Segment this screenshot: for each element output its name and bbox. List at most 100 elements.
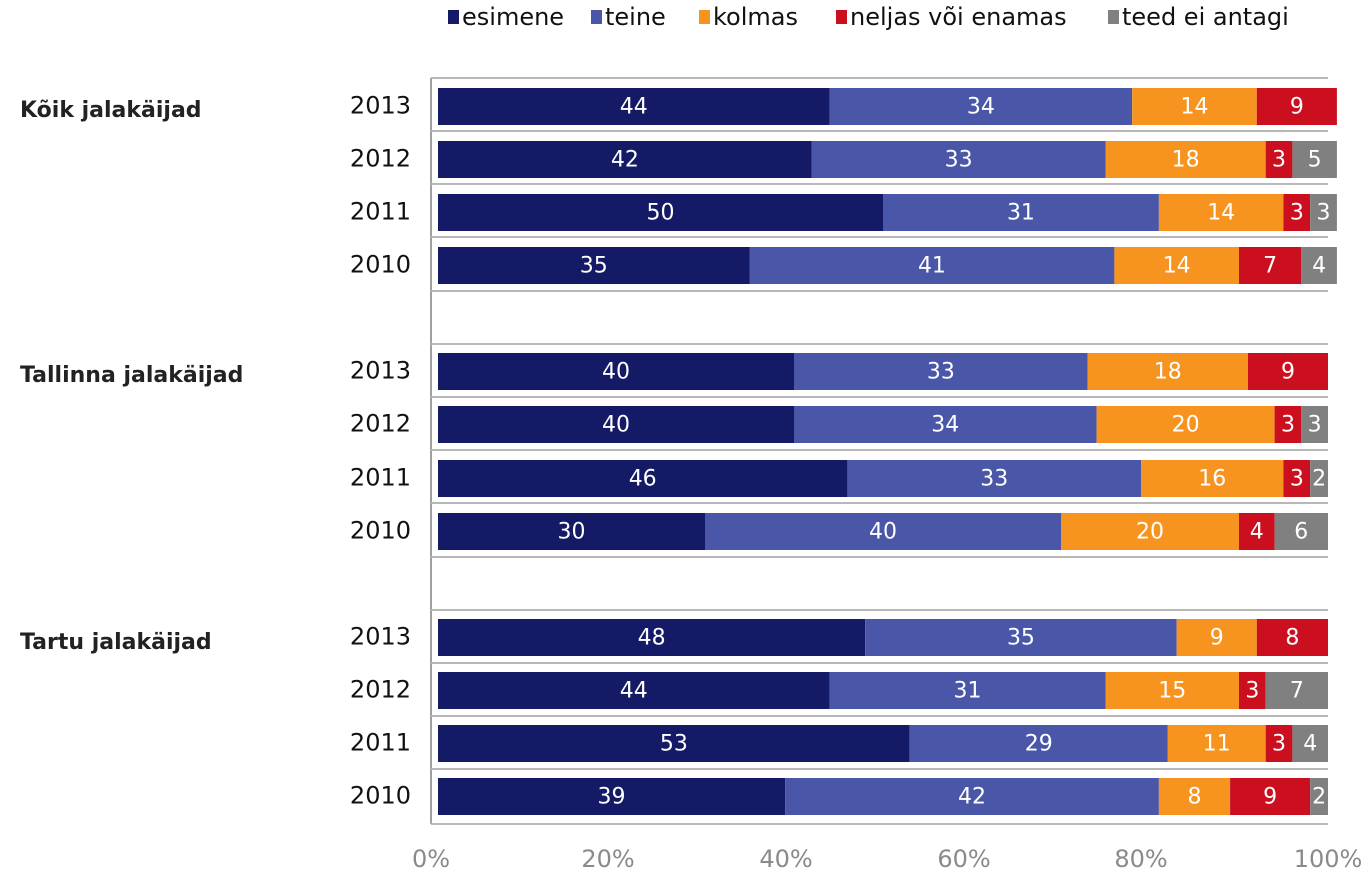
bar-segment <box>1061 513 1239 550</box>
bar-value-label: 4 <box>1312 254 1326 279</box>
legend-swatch <box>591 10 602 24</box>
bar-segment <box>705 513 1061 550</box>
legend-swatch <box>836 10 847 24</box>
bar-segment <box>438 406 794 443</box>
legend-label: neljas või enamas <box>850 3 1067 31</box>
bar-value-label: 3 <box>1281 413 1295 438</box>
bar-segment <box>1310 778 1328 815</box>
bar-value-label: 40 <box>602 413 630 438</box>
bar-value-label: 11 <box>1203 732 1231 757</box>
group-label: Tartu jalakäijad <box>20 630 212 655</box>
bar-value-label: 42 <box>611 148 639 173</box>
bar-value-label: 33 <box>945 148 973 173</box>
bar-segment <box>438 513 705 550</box>
group-label: Tallinna jalakäijad <box>20 363 243 388</box>
bar-value-label: 14 <box>1181 95 1209 120</box>
bar-segment <box>1167 725 1266 762</box>
x-tick-label: 40% <box>759 845 812 873</box>
bar-value-label: 2 <box>1312 467 1326 492</box>
bar-value-label: 4 <box>1250 520 1264 545</box>
bar-row: 2010 39 42 8 9 2 <box>350 778 1328 815</box>
bar-value-label: 40 <box>869 520 897 545</box>
bar-segment <box>1096 406 1275 443</box>
bar-value-label: 46 <box>629 467 657 492</box>
bar-segment <box>438 353 794 390</box>
year-label: 2011 <box>350 464 411 492</box>
year-label: 2012 <box>350 410 411 438</box>
year-label: 2010 <box>350 517 411 545</box>
year-label: 2011 <box>350 198 411 226</box>
x-tick-label: 100% <box>1294 845 1363 873</box>
bar-segment <box>1274 513 1328 550</box>
bar-segment <box>883 194 1159 231</box>
bar-segment <box>438 247 750 284</box>
bar-value-label: 53 <box>660 732 688 757</box>
bar-value-label: 3 <box>1290 201 1304 226</box>
bar-segment <box>1230 778 1311 815</box>
bar-row: 2013 48 35 9 8 <box>350 619 1328 656</box>
legend-item: neljas või enamas <box>836 3 1067 31</box>
bar-row: 2010 35 41 14 7 4 <box>350 247 1337 284</box>
year-label: 2012 <box>350 145 411 173</box>
bar-segment <box>1301 247 1337 284</box>
year-label: 2013 <box>350 623 411 651</box>
group-label: Kõik jalakäijad <box>20 98 202 123</box>
legend-label: esimene <box>462 3 564 31</box>
legend-label: teed ei antagi <box>1122 3 1289 31</box>
year-label: 2013 <box>350 357 411 385</box>
bar-segment <box>794 353 1088 390</box>
legend: esimene teine kolmas neljas või enamas teed … <box>448 3 1289 31</box>
bar-row: 2012 42 33 18 3 5 <box>350 141 1337 178</box>
year-label: 2013 <box>350 92 411 120</box>
bar-value-label: 2 <box>1312 785 1326 810</box>
bar-segment <box>1265 725 1293 762</box>
bar-value-label: 14 <box>1207 201 1235 226</box>
bar-segment <box>1265 672 1328 709</box>
bar-segment <box>438 672 830 709</box>
bar-segment <box>1114 247 1239 284</box>
legend-label: teine <box>605 3 666 31</box>
x-tick-label: 0% <box>412 845 450 873</box>
bar-value-label: 7 <box>1263 254 1277 279</box>
bar-segment <box>438 194 883 231</box>
bar-value-label: 34 <box>931 413 959 438</box>
bar-row: 2012 40 34 20 3 3 <box>350 406 1328 443</box>
bar-segment <box>1256 88 1337 125</box>
bar-segment <box>438 88 830 125</box>
bar-segment <box>1087 353 1248 390</box>
bar-segment <box>794 406 1097 443</box>
bar-row: 2013 44 34 14 9 <box>350 88 1337 125</box>
bar-segment <box>1132 88 1257 125</box>
bar-value-label: 3 <box>1290 467 1304 492</box>
year-label: 2012 <box>350 676 411 704</box>
bar-value-label: 9 <box>1290 95 1304 120</box>
bar-value-label: 29 <box>1025 732 1053 757</box>
x-tick-label: 80% <box>1114 845 1167 873</box>
bar-row: 2011 46 33 16 3 2 <box>350 460 1328 497</box>
bar-value-label: 44 <box>620 95 648 120</box>
bar-segment <box>1176 619 1257 656</box>
bar-segment <box>438 460 848 497</box>
bar-segment <box>1283 460 1311 497</box>
legend-swatch <box>699 10 710 24</box>
bar-segment <box>749 247 1115 284</box>
bar-value-label: 48 <box>638 626 666 651</box>
bar-value-label: 7 <box>1290 679 1304 704</box>
bar-value-label: 35 <box>1007 626 1035 651</box>
bar-value-label: 31 <box>954 679 982 704</box>
legend-label: kolmas <box>713 3 798 31</box>
bar-value-label: 30 <box>558 520 586 545</box>
bar-value-label: 33 <box>927 360 955 385</box>
bar-segment <box>829 88 1133 125</box>
bar-segment <box>438 778 786 815</box>
year-label: 2010 <box>350 782 411 810</box>
bar-value-label: 8 <box>1285 626 1299 651</box>
bar-value-label: 9 <box>1210 626 1224 651</box>
bar-segment <box>1283 194 1311 231</box>
bar-segment <box>847 460 1142 497</box>
bar-segment <box>1265 141 1293 178</box>
bar-value-label: 4 <box>1303 732 1317 757</box>
bar-segment <box>1310 194 1337 231</box>
bar-segment <box>1105 672 1239 709</box>
